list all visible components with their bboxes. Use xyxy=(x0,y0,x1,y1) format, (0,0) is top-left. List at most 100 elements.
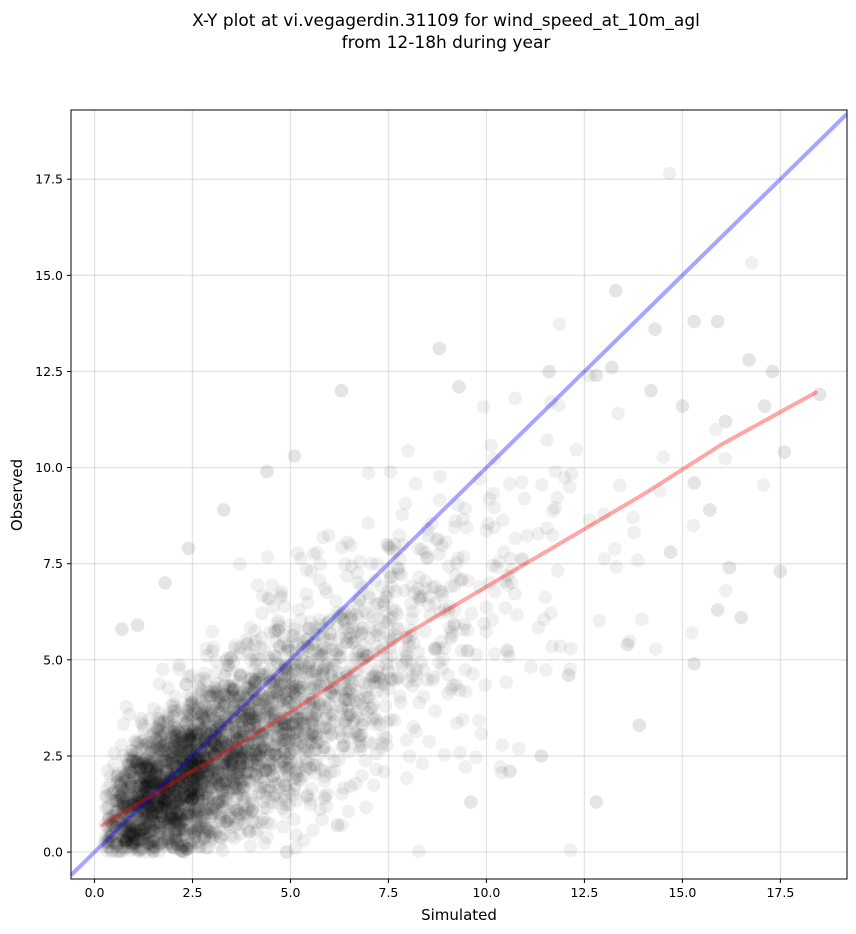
scatter-point xyxy=(194,771,208,785)
scatter-point xyxy=(302,655,317,670)
scatter-point xyxy=(217,714,231,729)
scatter-point xyxy=(315,812,329,827)
scatter-point xyxy=(160,796,175,811)
scatter-point xyxy=(168,759,183,773)
scatter-point xyxy=(269,720,283,734)
scatter-point xyxy=(274,716,289,730)
scatter-point xyxy=(227,731,241,745)
scatter-point xyxy=(212,794,226,809)
scatter-point xyxy=(229,780,243,794)
scatter-point xyxy=(290,757,304,771)
scatter-point xyxy=(169,777,184,792)
scatter-point xyxy=(172,726,186,741)
scatter-point xyxy=(167,791,181,805)
scatter-point xyxy=(207,680,222,695)
scatter-point xyxy=(187,805,202,819)
scatter-point xyxy=(663,545,678,559)
scatter-point xyxy=(172,810,187,824)
scatter-point xyxy=(233,732,247,747)
scatter-point xyxy=(102,799,116,813)
scatter-point xyxy=(179,715,193,729)
scatter-point xyxy=(338,686,353,700)
scatter-point xyxy=(175,815,190,829)
scatter-point xyxy=(146,778,161,793)
scatter-point xyxy=(178,745,192,760)
scatter-point xyxy=(340,668,355,683)
scatter-point xyxy=(151,747,166,762)
scatter-point xyxy=(156,795,171,810)
scatter-point xyxy=(168,750,183,764)
scatter-point xyxy=(204,751,219,765)
scatter-point xyxy=(377,673,392,687)
scatter-point xyxy=(177,763,192,777)
scatter-point xyxy=(211,756,226,771)
scatter-point xyxy=(461,643,475,658)
scatter-point xyxy=(432,341,447,356)
scatter-point xyxy=(569,443,583,457)
scatter-point xyxy=(213,813,228,828)
scatter-point xyxy=(176,828,190,843)
scatter-point xyxy=(274,668,288,682)
scatter-point xyxy=(201,788,215,802)
scatter-point xyxy=(196,748,211,762)
scatter-point xyxy=(180,757,195,772)
scatter-point xyxy=(173,824,187,838)
scatter-point xyxy=(199,821,213,836)
scatter-point xyxy=(183,735,198,750)
scatter-point xyxy=(188,771,202,786)
scatter-point xyxy=(176,728,191,742)
scatter-point xyxy=(134,824,148,838)
scatter-point xyxy=(245,743,260,757)
scatter-point xyxy=(631,553,645,567)
scatter-point xyxy=(133,751,147,765)
scatter-point xyxy=(132,788,146,803)
scatter-point xyxy=(249,769,263,783)
scatter-point xyxy=(193,804,207,819)
scatter-point xyxy=(201,790,215,805)
scatter-point xyxy=(183,736,197,750)
scatter-point xyxy=(281,699,295,714)
scatter-point xyxy=(200,779,215,794)
scatter-point xyxy=(279,778,293,793)
scatter-point xyxy=(199,684,214,698)
scatter-point xyxy=(224,750,238,765)
scatter-point xyxy=(258,724,273,739)
scatter-point xyxy=(167,811,182,825)
scatter-point xyxy=(223,689,238,704)
scatter-point xyxy=(242,707,256,722)
scatter-point xyxy=(171,736,186,750)
scatter-point xyxy=(140,757,154,772)
scatter-point xyxy=(143,818,158,833)
scatter-point xyxy=(237,791,251,806)
scatter-point xyxy=(132,817,147,832)
scatter-point xyxy=(118,770,133,785)
scatter-point xyxy=(227,690,242,704)
x-axis: 0.0 2.5 5.0 7.5 10.0 12.5 15.0 17.5 xyxy=(85,879,794,900)
scatter-point xyxy=(172,748,186,763)
scatter-point xyxy=(257,780,272,795)
scatter-point xyxy=(140,755,155,770)
scatter-point xyxy=(145,756,160,770)
scatter-point xyxy=(168,812,182,826)
scatter-point xyxy=(109,839,124,854)
scatter-point xyxy=(171,838,185,852)
scatter-point xyxy=(341,708,355,722)
scatter-point xyxy=(499,643,514,657)
scatter-point xyxy=(161,783,176,798)
scatter-point xyxy=(219,653,234,667)
scatter-point xyxy=(119,791,134,806)
x-tick-label-7: 17.5 xyxy=(766,885,794,900)
scatter-point xyxy=(103,777,117,792)
scatter-point xyxy=(139,761,154,775)
scatter-point xyxy=(181,841,196,856)
scatter-point xyxy=(290,637,305,651)
scatter-point xyxy=(196,759,211,774)
scatter-point xyxy=(124,815,138,830)
scatter-point xyxy=(136,841,150,856)
scatter-point xyxy=(267,790,281,804)
scatter-point xyxy=(133,811,147,826)
scatter-point xyxy=(138,781,152,795)
scatter-point xyxy=(347,693,361,708)
scatter-point xyxy=(122,828,136,843)
scatter-point xyxy=(370,557,385,571)
